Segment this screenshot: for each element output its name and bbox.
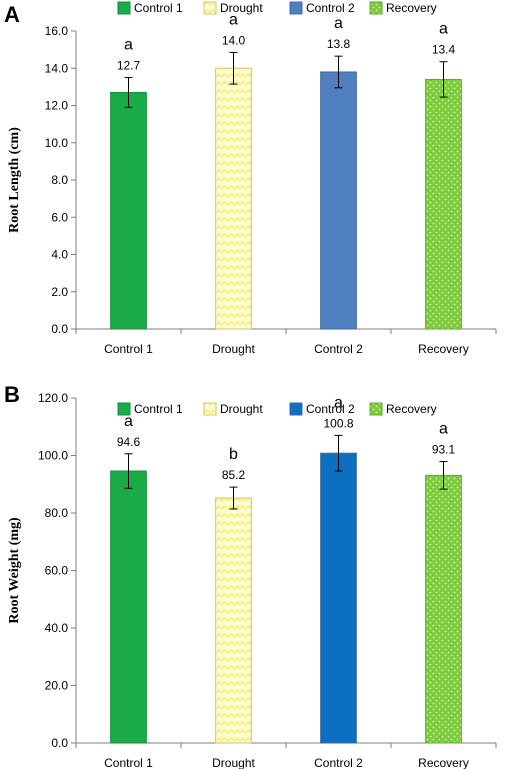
- legend-swatch-control-2: [289, 1, 303, 15]
- y-tick-label: 100.0: [38, 449, 68, 463]
- legend-swatch-recovery: [369, 1, 383, 15]
- y-axis-label: Root Length (cm): [7, 127, 22, 233]
- bar-recovery: [425, 78, 462, 330]
- panel-letter: B: [4, 382, 20, 407]
- y-tick-label: 80.0: [45, 506, 69, 520]
- y-tick-label: 20.0: [45, 679, 69, 693]
- significance-letter-recovery: a: [439, 21, 448, 38]
- y-tick-label: 40.0: [45, 621, 69, 635]
- bar-control-1: [110, 91, 147, 330]
- significance-letter-drought: a: [229, 11, 238, 28]
- panel-letter: A: [4, 2, 20, 27]
- legend-swatch-control-1: [117, 402, 131, 416]
- y-tick-label: 2.0: [51, 285, 68, 299]
- legend-label-control-1: Control 1: [134, 1, 183, 15]
- value-label-recovery: 93.1: [432, 443, 456, 457]
- x-tick-label-control-1: Control 1: [104, 756, 153, 769]
- x-tick-label-control-1: Control 1: [104, 342, 153, 356]
- legend-swatch-recovery: [369, 402, 383, 416]
- value-label-control-2: 13.8: [327, 37, 351, 51]
- legend-label-recovery: Recovery: [386, 402, 437, 416]
- value-label-control-1: 94.6: [117, 435, 141, 449]
- legend-label-drought: Drought: [220, 1, 263, 15]
- significance-letter-control-2: a: [334, 394, 343, 411]
- legend-swatch-control-1: [117, 1, 131, 15]
- panel-b: B Root Weight (mg) 0.0 20.0 40.0 60.0 80.0 100.…: [4, 382, 497, 769]
- significance-letter-control-1: a: [124, 413, 133, 430]
- y-tick-label: 14.0: [45, 61, 69, 75]
- x-tick-label-control-2: Control 2: [314, 756, 363, 769]
- x-tick-label-drought: Drought: [212, 342, 255, 356]
- y-tick-label: 12.0: [45, 99, 69, 113]
- y-axis-label: Root Weight (mg): [7, 517, 22, 624]
- significance-letter-recovery: a: [439, 421, 448, 438]
- bar-drought: [215, 497, 252, 744]
- legend-swatch-drought: [203, 1, 217, 15]
- value-label-control-2: 100.8: [323, 416, 353, 430]
- x-tick-label-control-2: Control 2: [314, 342, 363, 356]
- bar-drought: [215, 67, 252, 330]
- y-tick-label: 0.0: [51, 736, 68, 750]
- legend-label-control-2: Control 2: [306, 1, 355, 15]
- significance-letter-control-2: a: [334, 15, 343, 32]
- x-tick-label-recovery: Recovery: [418, 342, 469, 356]
- value-label-drought: 85.2: [222, 468, 246, 482]
- value-label-drought: 14.0: [222, 33, 246, 47]
- y-tick-label: 4.0: [51, 248, 68, 262]
- y-tick-label: 10.0: [45, 136, 69, 150]
- value-label-recovery: 13.4: [432, 43, 456, 57]
- legend-swatch-drought: [203, 402, 217, 416]
- legend-label-recovery: Recovery: [386, 1, 437, 15]
- legend-label-drought: Drought: [220, 402, 263, 416]
- y-tick-label: 0.0: [51, 322, 68, 336]
- y-tick-label: 6.0: [51, 210, 68, 224]
- y-tick-label: 120.0: [38, 391, 68, 405]
- legend-label-control-2: Control 2: [306, 402, 355, 416]
- bar-control-1: [110, 470, 147, 744]
- value-label-control-1: 12.7: [117, 59, 141, 73]
- legend-label-control-1: Control 1: [134, 402, 183, 416]
- bar-control-2: [320, 71, 357, 330]
- panel-a: A Root Length (cm) 0.0 2.0 4.0 6.0 8.0 10.0 12.0…: [4, 1, 497, 356]
- y-tick-label: 60.0: [45, 564, 69, 578]
- significance-letter-drought: b: [229, 446, 238, 463]
- bar-recovery: [425, 474, 462, 744]
- significance-letter-control-1: a: [124, 37, 133, 54]
- bar-control-2: [320, 452, 357, 744]
- legend-swatch-control-2: [289, 402, 303, 416]
- y-tick-label: 16.0: [45, 24, 69, 38]
- x-tick-label-recovery: Recovery: [418, 756, 469, 769]
- y-tick-label: 8.0: [51, 173, 68, 187]
- x-tick-label-drought: Drought: [212, 756, 255, 769]
